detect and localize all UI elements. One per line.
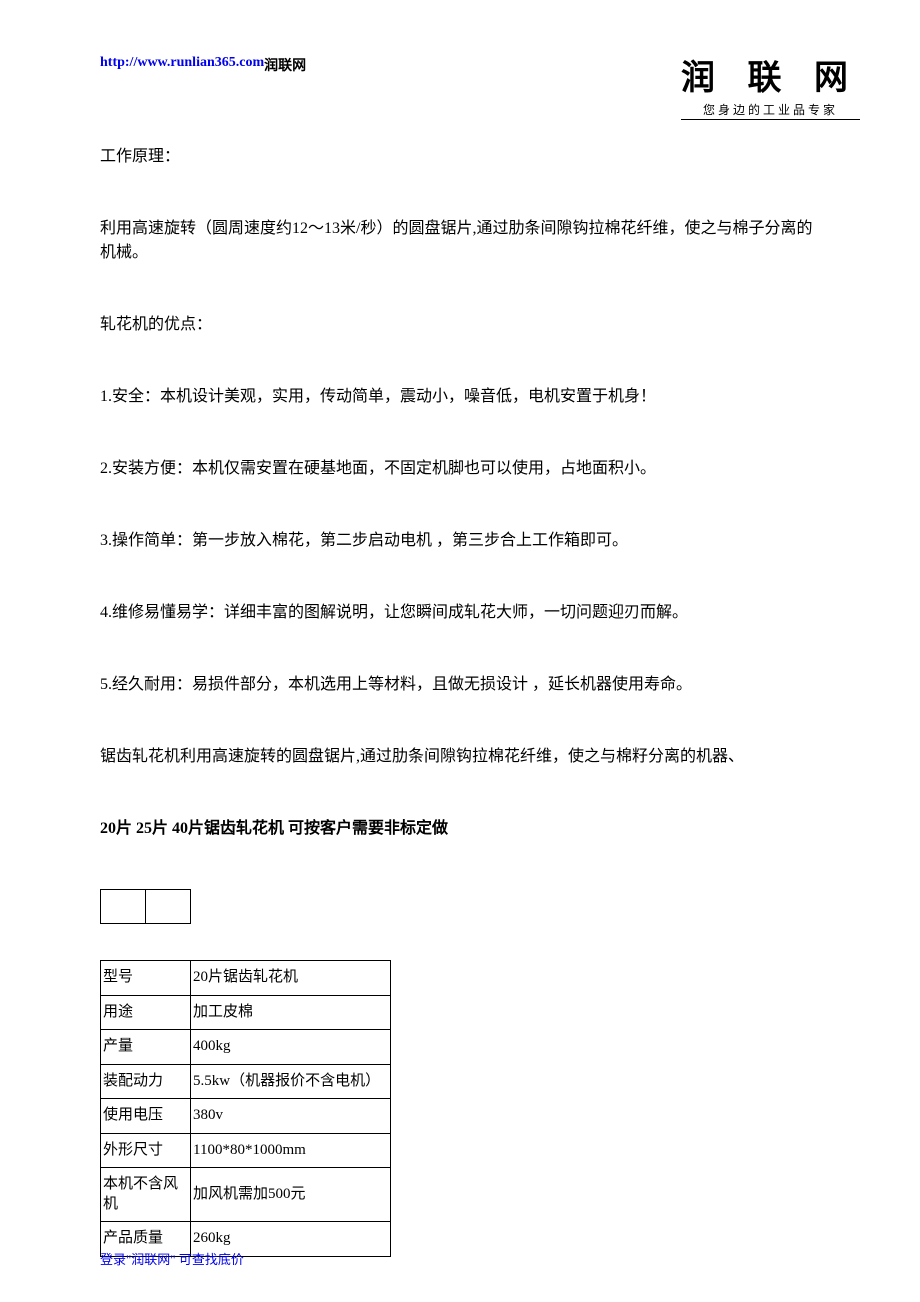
para-advantage-3: 3.操作简单：第一步放入棉花，第二步启动电机 ，第三步合上工作箱即可。 [100,529,820,553]
logo-block: 润 联 网 您身边的工业品专家 [681,50,860,120]
small-table-cell [101,890,146,924]
spec-label: 使用电压 [101,1099,191,1134]
logo-sub-text: 您身边的工业品专家 [681,101,860,120]
para-advantage-5: 5.经久耐用：易损件部分，本机选用上等材料，且做无损设计 ，延长机器使用寿命。 [100,673,820,697]
spec-value: 380v [191,1099,391,1134]
spec-value: 加风机需加500元 [191,1168,391,1222]
para-advantage-2: 2.安装方便：本机仅需安置在硬基地面，不固定机脚也可以使用，占地面积小。 [100,457,820,481]
logo-main-text: 润 联 网 [681,50,860,99]
footer-link[interactable]: 登录"润联网" 可查找底价 [100,1249,244,1268]
spec-label: 本机不含风机 [101,1168,191,1222]
para-advantage-1: 1.安全：本机设计美观，实用，传动简单，震动小，噪音低，电机安置于机身！ [100,385,820,409]
spec-label: 用途 [101,995,191,1030]
para-summary: 锯齿轧花机利用高速旋转的圆盘锯片,通过肋条间隙钩拉棉花纤维，使之与棉籽分离的机器… [100,745,820,769]
small-table-cell [146,890,191,924]
spec-table: 型号 20片锯齿轧花机 用途 加工皮棉 产量 400kg 装配动力 5.5kw（… [100,960,391,1257]
table-row: 装配动力 5.5kw（机器报价不含电机） [101,1064,391,1099]
spec-label: 型号 [101,961,191,996]
spec-label: 装配动力 [101,1064,191,1099]
table-row: 外形尺寸 1100*80*1000mm [101,1133,391,1168]
para-working-principle: 利用高速旋转（圆周速度约12～13米/秒）的圆盘锯片,通过肋条间隙钩拉棉花纤维，… [100,217,820,265]
table-row: 用途 加工皮棉 [101,995,391,1030]
table-row: 型号 20片锯齿轧花机 [101,961,391,996]
header-url-link[interactable]: http://www.runlian365.com [100,55,264,71]
para-advantage-4: 4.维修易懂易学：详细丰富的图解说明，让您瞬间成轧花大师，一切问题迎刃而解。 [100,601,820,625]
spec-label: 外形尺寸 [101,1133,191,1168]
header-site-name: 润联网 [264,55,306,75]
para-models: 20片 25片 40片锯齿轧花机 可按客户需要非标定做 [100,817,820,841]
spec-value: 400kg [191,1030,391,1065]
table-row: 产量 400kg [101,1030,391,1065]
spec-value: 20片锯齿轧花机 [191,961,391,996]
spec-value: 5.5kw（机器报价不含电机） [191,1064,391,1099]
document-content: 工作原理： 利用高速旋转（圆周速度约12～13米/秒）的圆盘锯片,通过肋条间隙钩… [100,145,820,1257]
small-empty-table [100,889,191,924]
section-title-working-principle: 工作原理： [100,145,820,169]
section-title-advantages: 轧花机的优点： [100,313,820,337]
spec-value: 加工皮棉 [191,995,391,1030]
spec-label: 产量 [101,1030,191,1065]
spec-value: 1100*80*1000mm [191,1133,391,1168]
table-row: 本机不含风机 加风机需加500元 [101,1168,391,1222]
table-row: 使用电压 380v [101,1099,391,1134]
